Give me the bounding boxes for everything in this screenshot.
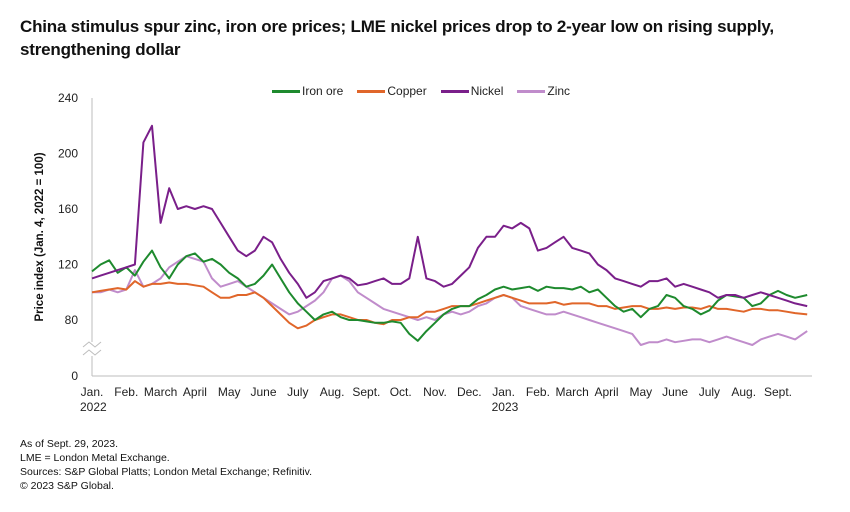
axis-break-mark-lower <box>82 349 102 356</box>
legend-swatch-nickel <box>440 89 469 93</box>
y-tick-label: 0 <box>71 369 78 383</box>
x-tick-label: Nov. <box>423 385 447 399</box>
x-tick-label: Dec. <box>457 385 482 399</box>
chart-legend: Iron ore Copper Nickel Zinc <box>272 84 570 98</box>
footnote-as-of: As of Sept. 29, 2023. <box>20 438 119 450</box>
series-line-zinc <box>92 255 808 346</box>
x-tick-year-label: 2022 <box>80 400 107 414</box>
x-tick-label: Feb. <box>114 385 138 399</box>
legend-item-copper: Copper <box>357 84 427 98</box>
x-tick-label: March <box>556 385 589 399</box>
legend-item-iron-ore: Iron ore <box>272 84 343 98</box>
x-tick-label: Aug. <box>320 385 345 399</box>
legend-swatch-zinc <box>517 89 546 93</box>
x-tick-label: Feb. <box>526 385 550 399</box>
footnotes: As of Sept. 29, 2023. LME = London Metal… <box>20 437 312 493</box>
x-tick-label: June <box>662 385 688 399</box>
y-tick-label: 160 <box>58 202 78 216</box>
legend-label-nickel: Nickel <box>470 84 504 98</box>
legend-swatch-iron-ore <box>272 89 300 93</box>
y-tick-label: 200 <box>58 147 78 161</box>
y-tick-label: 240 <box>58 91 78 105</box>
x-tick-label: Oct. <box>390 385 412 399</box>
y-tick-label: 80 <box>65 313 79 327</box>
x-tick-label: Jan. <box>492 385 515 399</box>
x-tick-label: March <box>144 385 177 399</box>
x-tick-label: July <box>699 385 720 399</box>
legend-item-zinc: Zinc <box>517 84 570 98</box>
y-axis-title: Price index (Jan. 4, 2022 = 100) <box>34 152 46 321</box>
x-tick-label: Sept. <box>764 385 792 399</box>
legend-swatch-copper <box>357 89 386 93</box>
x-tick-label: Jan. <box>81 385 104 399</box>
legend-label-zinc: Zinc <box>547 84 571 98</box>
legend-item-nickel: Nickel <box>440 84 504 98</box>
x-tick-year-label: 2023 <box>492 400 519 414</box>
x-tick-label: Aug. <box>731 385 756 399</box>
series-line-iron-ore <box>91 249 808 342</box>
legend-label-copper: Copper <box>387 84 427 98</box>
x-tick-label: May <box>218 385 241 399</box>
series-line-nickel <box>91 124 808 308</box>
legend-label-iron-ore: Iron ore <box>302 84 344 98</box>
y-tick-label: 120 <box>58 258 78 272</box>
x-tick-label: May <box>629 385 652 399</box>
axis-break-mark-upper <box>82 341 102 348</box>
x-tick-label: July <box>287 385 308 399</box>
x-tick-label: April <box>183 385 207 399</box>
x-tick-label: Sept. <box>352 385 380 399</box>
chart-title: China stimulus spur zinc, iron ore price… <box>20 17 774 59</box>
x-tick-label: June <box>250 385 276 399</box>
series-group <box>91 124 808 346</box>
footnote-copyright: © 2023 S&P Global. <box>20 480 114 492</box>
x-tick-label: April <box>594 385 618 399</box>
footnote-lme: LME = London Metal Exchange. <box>20 452 170 464</box>
footnote-sources: Sources: S&P Global Platts; London Metal… <box>20 466 313 478</box>
